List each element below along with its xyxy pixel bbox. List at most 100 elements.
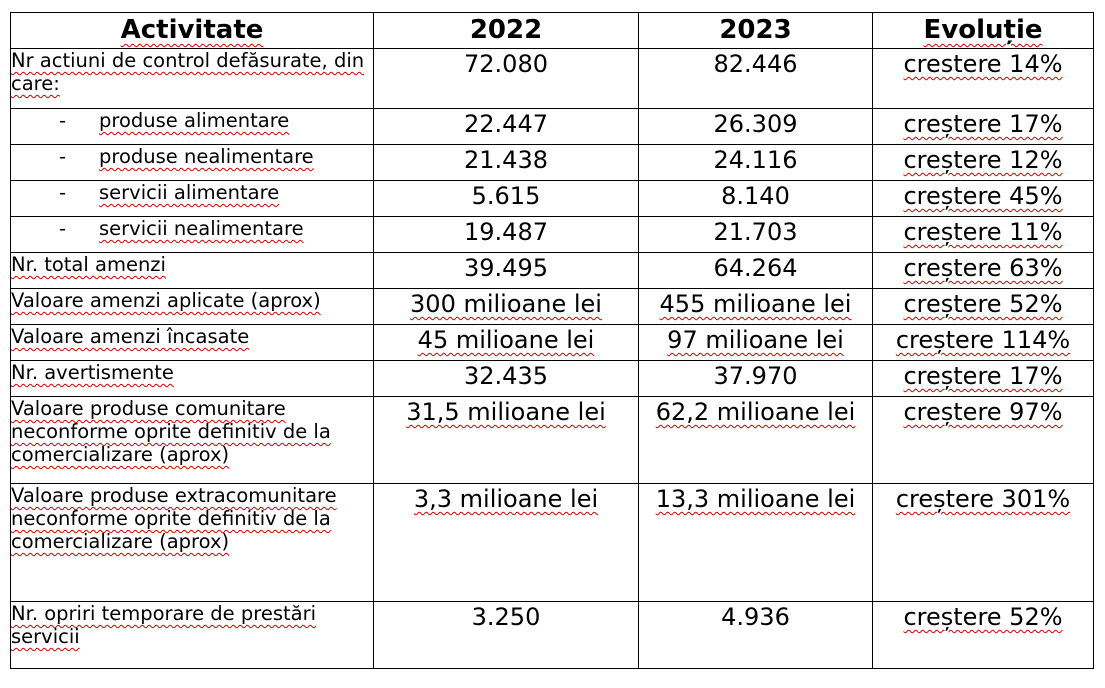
evolution-cell: creștere 17%: [872, 360, 1094, 397]
evolution-label: crestere 14%: [903, 50, 1063, 78]
value-2022: 19.487: [373, 216, 639, 253]
value-2023: 455 milioane lei: [638, 288, 873, 325]
value-text: 455 milioane lei: [659, 290, 852, 318]
evolution-cell: creștere 301%: [872, 483, 1094, 602]
activity-cell: - produse nealimentare: [10, 144, 374, 181]
value-2022: 5.615: [373, 180, 639, 217]
evolution-label: creștere 97%: [903, 398, 1063, 426]
table-row: - produse nealimentare 21.438 24.116 creș…: [10, 144, 1094, 181]
activity-label: Valoare amenzi aplicate (aprox): [11, 289, 321, 312]
value-2023: 4.936: [638, 601, 873, 669]
table-row: Nr. opriri temporare de prestări servici…: [10, 601, 1094, 669]
activity-label: Nr. avertismente: [11, 361, 174, 384]
activity-label: produse alimentare: [99, 109, 290, 132]
activity-label: Valoare amenzi încasate: [11, 325, 250, 348]
table-row: - servicii nealimentare 19.487 21.703 cre…: [10, 216, 1094, 253]
value-text: 45 milioane lei: [417, 326, 595, 354]
evolution-cell: creștere 52%: [872, 601, 1094, 669]
table-row: Nr. total amenzi 39.495 64.264 creștere …: [10, 252, 1094, 289]
table-row: - servicii alimentare 5.615 8.140 creșter…: [10, 180, 1094, 217]
table-header-row: Activitate 2022 2023 Evoluție: [10, 12, 1094, 49]
evolution-cell: creștere 12%: [872, 144, 1094, 181]
value-2023: 8.140: [638, 180, 873, 217]
value-2023: 62,2 milioane lei: [638, 396, 873, 484]
value-2022: 3.250: [373, 601, 639, 669]
bullet-dash: -: [59, 109, 67, 132]
evolution-label: creștere 17%: [903, 110, 1063, 138]
value-text: 3,3 milioane lei: [413, 485, 599, 513]
evolution-label: creștere 11%: [903, 218, 1063, 246]
evolution-cell: creștere 97%: [872, 396, 1094, 484]
evolution-label: creștere 52%: [903, 290, 1063, 318]
value-2022: 31,5 milioane lei: [373, 396, 639, 484]
value-2023: 64.264: [638, 252, 873, 289]
activity-cell: - servicii nealimentare: [10, 216, 374, 253]
evolution-cell: creștere 17%: [872, 108, 1094, 145]
bullet-dash: -: [59, 217, 67, 240]
evolution-cell: creștere 114%: [872, 324, 1094, 361]
header-activitate: Activitate: [10, 12, 374, 49]
activity-cell: Valoare produse comunitare neconforme op…: [10, 396, 374, 484]
evolution-cell: creștere 11%: [872, 216, 1094, 253]
evolution-label: creștere 63%: [903, 254, 1063, 282]
value-2023: 24.116: [638, 144, 873, 181]
activity-label: Nr actiuni de control defăsurate, din ca…: [11, 49, 365, 95]
activity-cell: Nr. opriri temporare de prestări servici…: [10, 601, 374, 669]
value-2022: 72.080: [373, 48, 639, 109]
value-2023: 37.970: [638, 360, 873, 397]
value-2022: 21.438: [373, 144, 639, 181]
evolution-label: creștere 45%: [903, 182, 1063, 210]
header-evolutie: Evoluție: [872, 12, 1094, 49]
evolution-label: creștere 17%: [903, 362, 1063, 390]
table-row: Valoare amenzi încasate 45 milioane lei …: [10, 324, 1094, 361]
activity-label: servicii nealimentare: [99, 217, 304, 240]
table-row: Nr. avertismente 32.435 37.970 creștere …: [10, 360, 1094, 397]
bullet-dash: -: [59, 145, 67, 168]
activity-cell: Nr. avertismente: [10, 360, 374, 397]
value-2023: 82.446: [638, 48, 873, 109]
value-2022: 32.435: [373, 360, 639, 397]
value-text: 97 milioane lei: [667, 326, 844, 354]
value-2022: 3,3 milioane lei: [373, 483, 639, 602]
activity-label: produse nealimentare: [99, 145, 314, 168]
activity-cell: Nr. total amenzi: [10, 252, 374, 289]
activity-label: servicii alimentare: [99, 181, 280, 204]
header-2022: 2022: [373, 12, 639, 49]
value-2022: 45 milioane lei: [373, 324, 639, 361]
value-text: 62,2 milioane lei: [655, 398, 856, 426]
activity-label: Valoare produse comunitare neconforme op…: [11, 397, 331, 466]
activity-cell: Valoare amenzi aplicate (aprox): [10, 288, 374, 325]
header-2023: 2023: [638, 12, 873, 49]
value-2023: 97 milioane lei: [638, 324, 873, 361]
table-row: Nr actiuni de control defăsurate, din ca…: [10, 48, 1094, 109]
value-text: 13,3 milioane lei: [655, 485, 856, 513]
evolution-label: creștere 12%: [903, 146, 1063, 174]
evolution-cell: creștere 63%: [872, 252, 1094, 289]
value-text: 31,5 milioane lei: [406, 398, 606, 426]
evolution-cell: creștere 45%: [872, 180, 1094, 217]
evolution-cell: creștere 52%: [872, 288, 1094, 325]
activity-cell: - servicii alimentare: [10, 180, 374, 217]
activity-cell: - produse alimentare: [10, 108, 374, 145]
evolution-label: creștere 52%: [903, 603, 1063, 631]
evolution-label: creștere 114%: [895, 326, 1071, 354]
value-2023: 21.703: [638, 216, 873, 253]
table-row: - produse alimentare 22.447 26.309 crește…: [10, 108, 1094, 145]
bullet-dash: -: [59, 181, 67, 204]
activity-cell: Valoare produse extracomunitare neconfor…: [10, 483, 374, 602]
activity-label: Nr. opriri temporare de prestări servici…: [11, 602, 317, 648]
value-2023: 26.309: [638, 108, 873, 145]
activity-label: Nr. total amenzi: [11, 253, 166, 276]
activity-statistics-table: Activitate 2022 2023 Evoluție Nr actiuni…: [10, 12, 1094, 669]
value-2022: 39.495: [373, 252, 639, 289]
evolution-cell: crestere 14%: [872, 48, 1094, 109]
value-2022: 22.447: [373, 108, 639, 145]
value-text: 300 milioane lei: [410, 290, 602, 318]
evolution-label: creștere 301%: [895, 485, 1071, 513]
table-row: Valoare amenzi aplicate (aprox) 300 mili…: [10, 288, 1094, 325]
value-2022: 300 milioane lei: [373, 288, 639, 325]
activity-cell: Nr actiuni de control defăsurate, din ca…: [10, 48, 374, 109]
value-2023: 13,3 milioane lei: [638, 483, 873, 602]
activity-label: Valoare produse extracomunitare neconfor…: [11, 484, 337, 553]
activity-cell: Valoare amenzi încasate: [10, 324, 374, 361]
